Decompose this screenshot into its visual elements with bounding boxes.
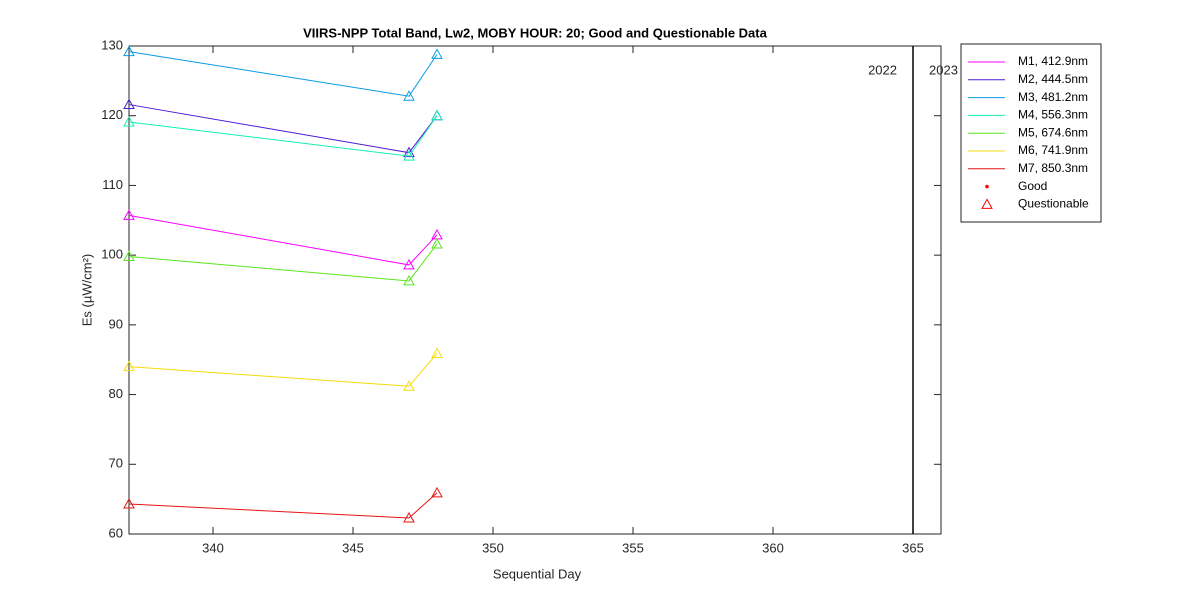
x-tick-label: 345 [342,540,364,555]
data-point [403,511,415,523]
data-point [123,209,135,220]
data-point [123,45,135,57]
legend-label: M5, 674.6nm [1018,125,1088,139]
data-point [123,360,135,372]
data-point [403,380,415,391]
legend-label: M1, 412.9nm [1018,54,1088,68]
y-tick-label: 120 [101,107,123,122]
series-line [128,353,438,387]
y-tick-label: 80 [109,386,123,401]
legend-label: M7, 850.3nm [1018,161,1088,175]
x-tick-label: 360 [762,540,784,555]
legend-marker [981,198,993,209]
data-point [123,115,135,127]
y-tick-label: 110 [102,177,123,192]
data-point [431,347,443,358]
year-label: 2022 [868,62,897,77]
y-tick-label: 70 [109,456,123,471]
data-point [431,109,443,121]
y-axis-label: Es (µW/cm²) [79,254,94,326]
legend-label: M6, 741.9nm [1018,143,1088,157]
data-point [431,486,443,498]
data-point [403,258,415,270]
series-line [128,115,438,157]
x-tick-label: 355 [622,540,644,555]
y-tick-label: 90 [109,316,123,331]
legend-label: M2, 444.5nm [1018,72,1088,86]
series-line [128,104,438,154]
series-line [128,214,438,266]
legend-label: M4, 556.3nm [1018,108,1088,122]
legend-label: Questionable [1018,197,1089,211]
x-tick-label: 365 [902,540,924,555]
chart-title: VIIRS-NPP Total Band, Lw2, MOBY HOUR: 20… [303,25,767,40]
y-tick-label: 130 [101,37,123,52]
data-point [123,497,135,509]
legend-label: Good [1018,179,1047,193]
y-tick-label: 100 [101,247,123,262]
data-point [431,48,443,59]
data-point [403,150,415,161]
data-point [123,250,135,262]
x-axis-label: Sequential Day [493,566,582,581]
legend-label: M3, 481.2nm [1018,90,1088,104]
legend-marker [985,184,989,189]
series-line [128,492,438,519]
series-line [128,51,438,97]
data-point [431,237,443,249]
x-tick-label: 350 [482,540,504,555]
series-line [128,243,438,282]
year-label: 2023 [929,62,958,77]
data-point [123,98,135,110]
plot-frame [128,45,942,535]
data-point [403,90,415,101]
legend: M1, 412.9nm M2, 444.5nm M3, 481.2nm M4, 556… [960,43,1102,223]
data-point [403,274,415,286]
x-tick-label: 340 [202,540,224,555]
y-tick-label: 60 [109,525,123,540]
